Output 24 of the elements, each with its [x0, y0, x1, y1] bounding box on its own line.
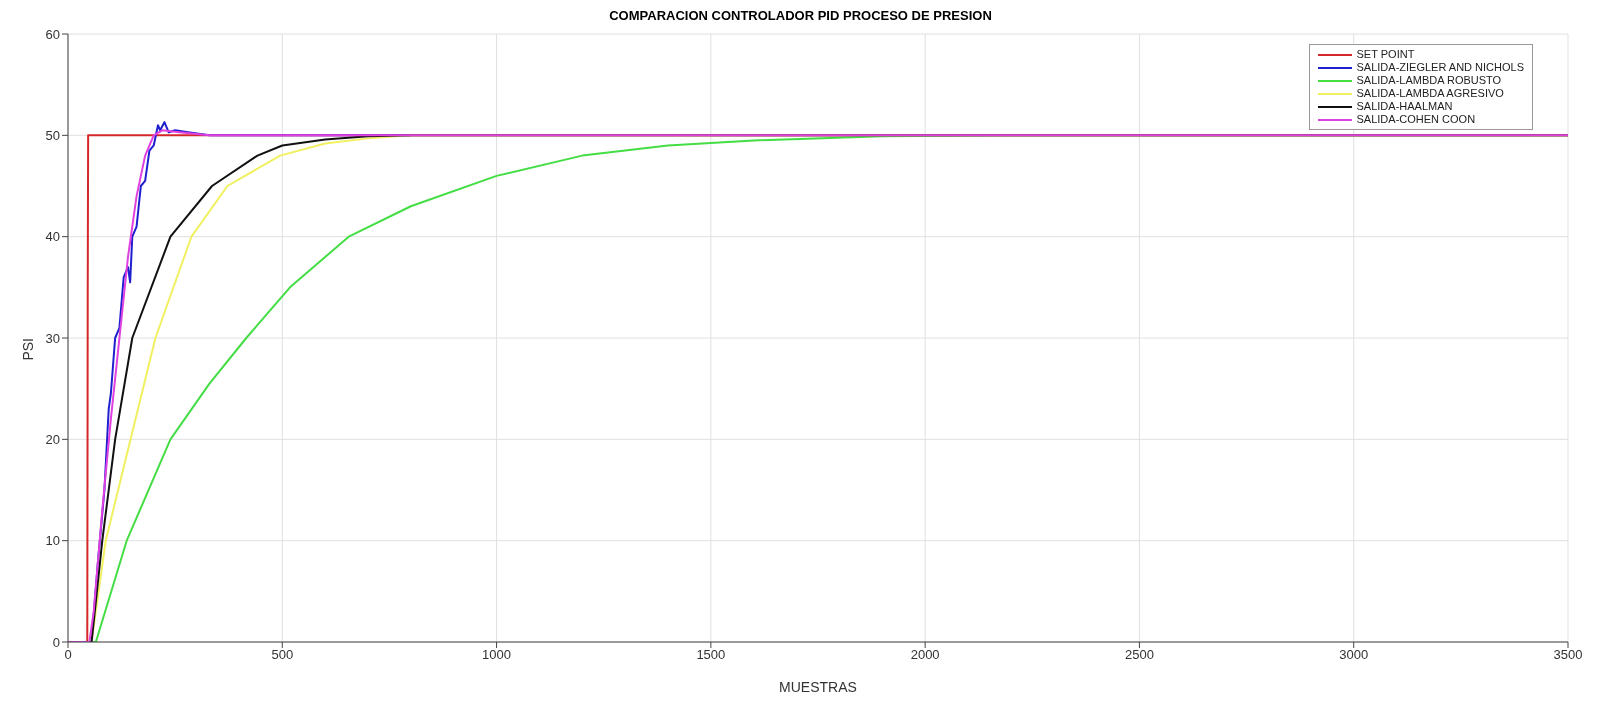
x-tick-label: 3000 — [1339, 647, 1369, 663]
y-axis-title: PSI — [19, 338, 36, 361]
x-tick-label: 500 — [271, 647, 294, 663]
y-tick-label: 60 — [45, 26, 60, 42]
x-tick-label: 1000 — [482, 647, 512, 663]
y-tick-label: 10 — [45, 533, 60, 549]
x-tick-label: 2000 — [910, 647, 940, 663]
legend-label: SALIDA-COHEN COON — [1356, 113, 1476, 126]
legend-label: SALIDA-LAMBDA ROBUSTO — [1356, 74, 1502, 87]
x-axis-title: MUESTRAS — [779, 678, 857, 695]
legend-label: SALIDA-LAMBDA AGRESIVO — [1356, 87, 1504, 100]
y-tick-label: 50 — [45, 127, 60, 143]
legend-label: SALIDA-ZIEGLER AND NICHOLS — [1356, 61, 1524, 74]
y-tick-label: 20 — [45, 431, 60, 447]
x-tick-label: 2500 — [1124, 647, 1154, 663]
x-tick-label: 1500 — [696, 647, 726, 663]
legend-label: SET POINT — [1356, 48, 1415, 61]
y-tick-label: 30 — [45, 330, 60, 346]
chart-title: COMPARACION CONTROLADOR PID PROCESO DE PRESION — [608, 8, 993, 25]
x-tick-label: 0 — [64, 647, 72, 663]
y-tick-label: 40 — [45, 229, 60, 245]
x-tick-label: 3500 — [1553, 647, 1583, 663]
legend-label: SALIDA-HAALMAN — [1356, 100, 1453, 113]
y-tick-label: 0 — [52, 634, 60, 650]
